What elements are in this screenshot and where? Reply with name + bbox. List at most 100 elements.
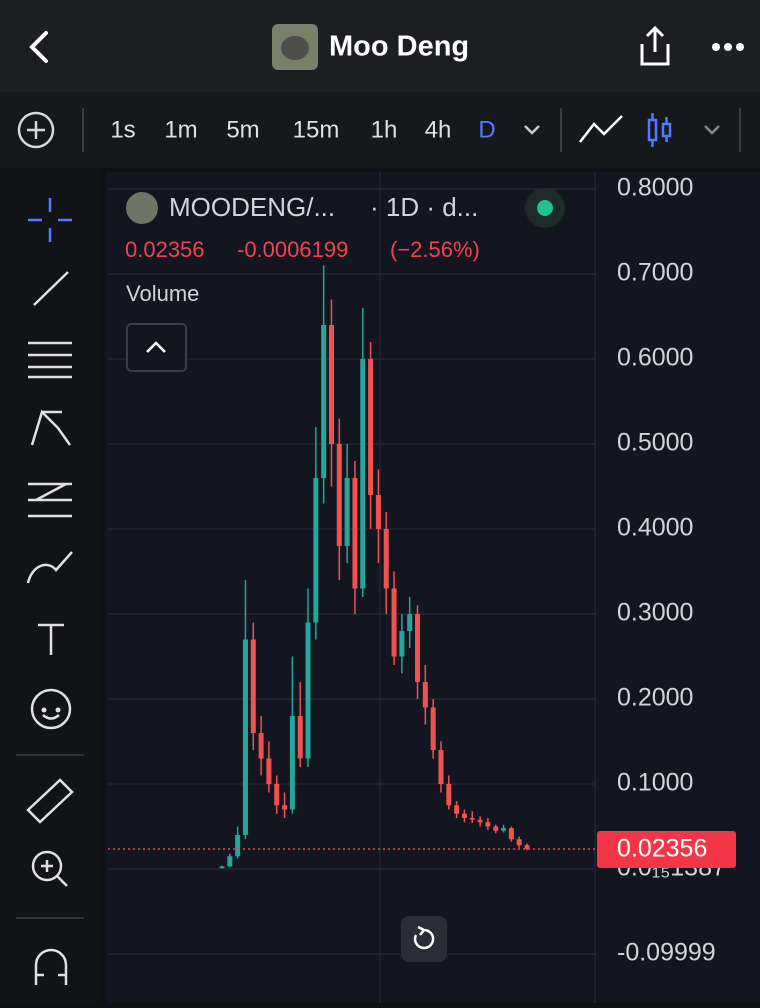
candle-body (485, 822, 491, 827)
tf-dropdown[interactable] (524, 125, 540, 135)
drawing-toolbar (0, 168, 100, 1003)
reset-button[interactable] (401, 916, 447, 962)
candle-body (461, 813, 467, 818)
nav-title: Moo Deng (329, 31, 469, 63)
add-button[interactable] (17, 111, 55, 149)
back-button[interactable] (29, 31, 48, 63)
candle-body (305, 622, 311, 759)
emoji-tool[interactable] (30, 688, 72, 730)
y-tick-label: -0.09999 (617, 939, 716, 967)
pattern-tool[interactable] (30, 409, 72, 446)
candle-body (524, 845, 530, 849)
timeframe-button[interactable]: 5m (226, 116, 259, 143)
candle-body (508, 828, 514, 840)
crosshair-tool[interactable] (28, 198, 72, 242)
legend-change-pct: (−2.56%) (390, 237, 480, 262)
candle-body (227, 856, 233, 867)
candle-body (516, 839, 522, 846)
status-dot (537, 200, 553, 216)
candle-body (375, 495, 381, 529)
fib-tool[interactable] (28, 341, 72, 379)
price-axis: 0.8000 0.7000 0.6000 0.5000 0.4000 0.3000 0.20… (597, 174, 736, 967)
candle-chart-button[interactable] (647, 113, 672, 147)
dot (736, 43, 744, 51)
candle-body (368, 359, 374, 495)
zoom-tool[interactable] (31, 850, 63, 882)
grid (108, 188, 595, 955)
last-price-label: 0.02356 (617, 835, 707, 863)
candle-body (297, 716, 303, 759)
candles (108, 265, 597, 869)
symbol-avatar (126, 192, 158, 224)
nav-bar (0, 0, 760, 92)
timeframe-button[interactable]: D (478, 116, 495, 143)
eye (41, 707, 47, 713)
ruler-tool[interactable] (26, 778, 74, 824)
avatar-face (281, 36, 309, 60)
legend-price: 0.02356 (125, 237, 205, 262)
candle-body (321, 325, 327, 478)
symbol-interval: · 1D · d... (370, 192, 478, 222)
text-tool[interactable] (38, 623, 64, 655)
y-tick-label: 0.1000 (617, 769, 693, 797)
crosshair-icon (28, 198, 72, 242)
candle-body (266, 758, 272, 784)
candle-body (391, 588, 397, 657)
candle-body (454, 805, 460, 814)
candle-body (469, 818, 475, 820)
timeframe-button[interactable]: 1s (110, 116, 135, 143)
candle-body (250, 639, 256, 733)
timeframe-button[interactable]: 4h (425, 116, 452, 143)
candle-body (501, 828, 507, 831)
dot (724, 43, 732, 51)
timeframe-button[interactable]: 1h (371, 116, 398, 143)
dot (712, 43, 720, 51)
brush-tool[interactable] (26, 551, 73, 584)
share-box (640, 44, 670, 66)
collapse-box (126, 323, 187, 372)
candle-body (493, 826, 499, 831)
candle-body (446, 784, 452, 806)
candle-body (399, 631, 405, 657)
candle-body (235, 835, 241, 857)
trend-line-tool[interactable] (33, 271, 69, 306)
line-chart-button[interactable] (579, 115, 623, 143)
share-button[interactable] (640, 25, 670, 66)
candle-body (407, 614, 413, 631)
projection-tool[interactable] (28, 482, 72, 518)
add-plus (27, 121, 45, 139)
zoom-icon (41, 860, 68, 887)
y-tick-label: 0.6000 (617, 344, 693, 372)
candle-body (289, 716, 295, 810)
y-tick-label: 0.8000 (617, 174, 693, 202)
candle-body (328, 325, 334, 444)
symbol-name: MOODENG/... (169, 192, 335, 222)
more-button[interactable] (712, 43, 744, 51)
collapse-icon (146, 341, 166, 353)
y-tick-label: 0.5000 (617, 429, 693, 457)
reset-icon (413, 925, 435, 950)
collapse-button[interactable] (126, 323, 187, 372)
candle-body (438, 750, 444, 784)
candle-body (422, 682, 428, 708)
chart-dropdown[interactable] (704, 125, 720, 135)
candle-body (344, 478, 350, 546)
y-tick-label: 0.3000 (617, 599, 693, 627)
magnet-tool[interactable] (34, 948, 68, 985)
candle-wicks (651, 113, 668, 147)
last-price-tag (597, 830, 736, 868)
y-tick-label: 0.7000 (617, 259, 693, 287)
reset-box (401, 916, 447, 962)
candle-body (352, 478, 358, 589)
candle-body (219, 866, 225, 869)
candle-body (415, 614, 421, 682)
share-arrow (645, 25, 665, 52)
candle-body (274, 784, 280, 806)
timeframe-button[interactable]: 1m (164, 116, 197, 143)
candle-body (430, 707, 436, 750)
emoji-smile (42, 714, 60, 720)
indicator-name: Volume (126, 281, 199, 306)
timeframe-button[interactable]: 15m (293, 116, 340, 143)
